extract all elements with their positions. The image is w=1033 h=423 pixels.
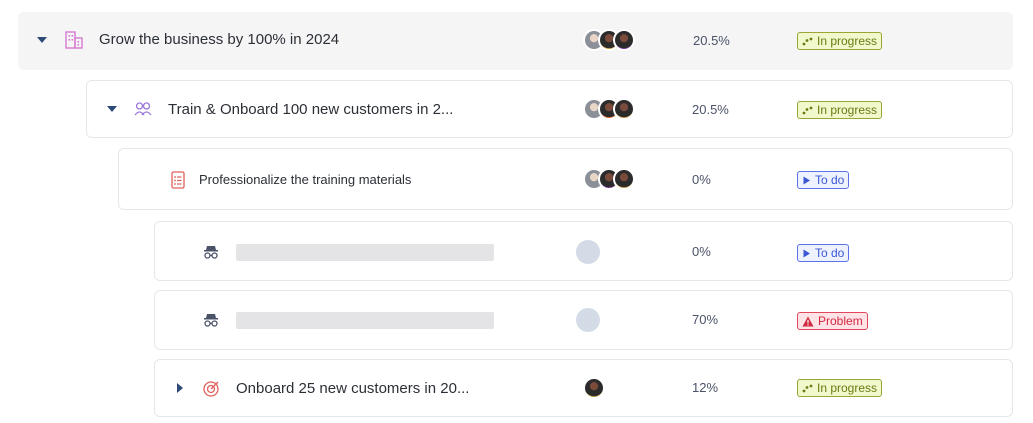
status-badge[interactable]: Problem — [797, 312, 868, 330]
play-icon — [803, 249, 810, 257]
status-badge[interactable]: To do — [797, 171, 850, 189]
avatar-placeholder — [576, 240, 600, 264]
avatar — [613, 29, 635, 51]
status-label: In progress — [817, 103, 878, 117]
key-result-title[interactable]: Onboard 25 new customers in 20... — [236, 380, 470, 397]
assignee-avatars[interactable] — [583, 168, 635, 190]
assignee-avatars[interactable] — [583, 29, 635, 51]
document-list-icon — [171, 171, 185, 189]
status-badge[interactable]: To do — [797, 244, 850, 262]
progress-percent: 20.5% — [692, 102, 729, 117]
status-badge[interactable]: In progress — [797, 101, 883, 119]
incognito-icon — [204, 314, 218, 327]
status-label: In progress — [817, 34, 878, 48]
key-result-title[interactable]: Train & Onboard 100 new customers in 2..… — [168, 101, 454, 118]
avatar — [613, 168, 635, 190]
key-result-row[interactable]: Train & Onboard 100 new customers in 2..… — [86, 80, 1013, 138]
hidden-title-placeholder — [236, 312, 494, 329]
objective-title[interactable]: Grow the business by 100% in 2024 — [99, 31, 340, 48]
progress-percent: 0% — [692, 172, 711, 187]
warning-icon — [802, 316, 814, 326]
initiative-row[interactable]: Professionalize the training materials 0… — [118, 148, 1013, 210]
target-icon — [203, 381, 219, 397]
in-progress-icon — [802, 37, 813, 45]
incognito-icon — [204, 246, 218, 259]
avatar — [583, 377, 605, 399]
assignee-avatars[interactable] — [583, 98, 635, 120]
status-label: In progress — [817, 381, 878, 395]
collapse-caret-icon[interactable] — [37, 37, 47, 43]
hidden-task-row[interactable]: 0% To do — [154, 221, 1013, 281]
progress-percent: 70% — [692, 312, 719, 327]
collapse-caret-icon[interactable] — [107, 106, 117, 112]
progress-percent: 20.5% — [693, 33, 730, 48]
building-icon — [65, 31, 83, 49]
objective-row[interactable]: Grow the business by 100% in 2024 20.5% … — [18, 12, 1013, 70]
status-label: To do — [815, 173, 845, 187]
expand-caret-icon[interactable] — [177, 383, 183, 393]
avatar-placeholder — [576, 308, 600, 332]
status-label: To do — [815, 246, 845, 260]
play-icon — [803, 176, 810, 184]
initiative-title[interactable]: Professionalize the training materials — [199, 172, 412, 187]
status-badge[interactable]: In progress — [797, 379, 883, 397]
in-progress-icon — [802, 106, 813, 114]
assignee-avatars[interactable] — [583, 377, 605, 399]
progress-percent: 12% — [692, 380, 719, 395]
hidden-title-placeholder — [236, 244, 494, 261]
avatar — [613, 98, 635, 120]
hidden-task-row[interactable]: 70% Problem — [154, 290, 1013, 350]
progress-percent: 0% — [692, 244, 711, 259]
status-badge[interactable]: In progress — [797, 32, 883, 50]
status-label: Problem — [818, 314, 863, 328]
team-icon — [134, 102, 152, 116]
in-progress-icon — [802, 384, 813, 392]
key-result-row[interactable]: Onboard 25 new customers in 20... 12% In… — [154, 359, 1013, 417]
